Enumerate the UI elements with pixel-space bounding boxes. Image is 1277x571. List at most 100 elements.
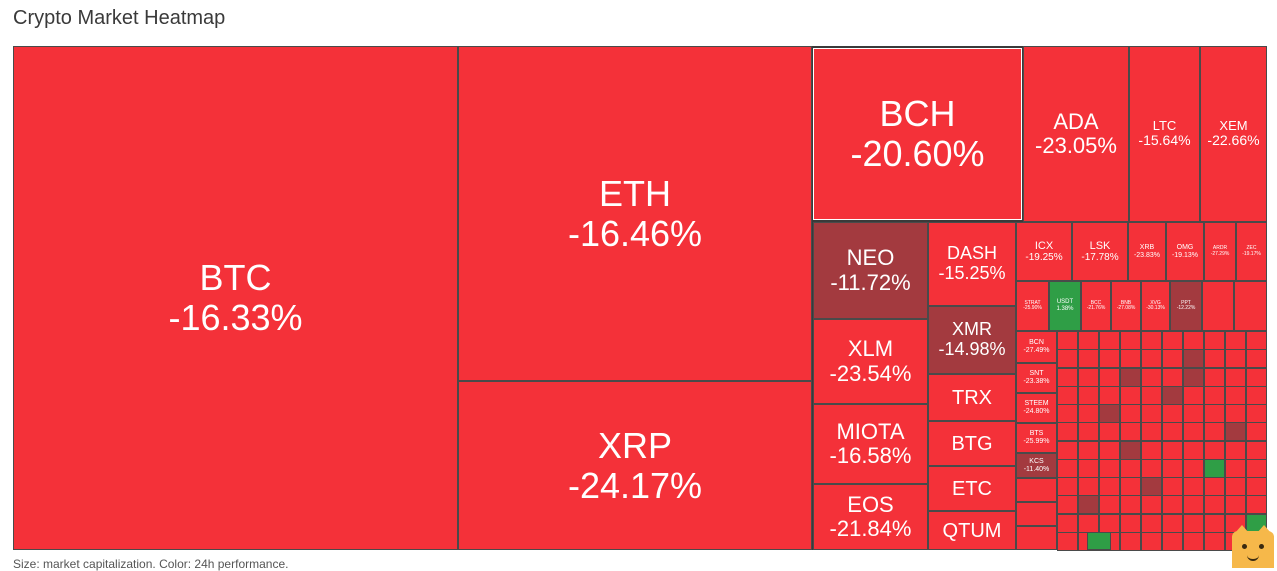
tile-minor-coin[interactable] [1183,495,1204,514]
tile-minor-coin[interactable] [1183,532,1204,551]
tile-minor-coin[interactable] [1057,404,1078,423]
tile-btc[interactable]: BTC -16.33% [13,46,458,550]
tile-minor-coin[interactable] [1141,532,1162,551]
tile-minor-coin[interactable] [1078,368,1099,387]
tile-minor-coin[interactable] [1162,422,1183,441]
tile-minor-coin[interactable] [1225,331,1246,350]
tile-minor-coin[interactable] [1183,441,1204,460]
tile-minor-coin[interactable] [1141,459,1162,478]
tile-miota[interactable]: MIOTA -16.58% [813,404,928,484]
tile-bch[interactable]: BCH -20.60% [813,48,1022,220]
tile-minor-coin[interactable] [1162,441,1183,460]
tile-minor-coin[interactable] [1246,368,1267,387]
tile-minor-coin[interactable] [1120,532,1141,551]
tile-minor-coin[interactable] [1141,477,1162,496]
tile-minor-coin[interactable] [1183,349,1204,368]
tile-xvg[interactable]: XVG -30.13% [1141,281,1170,331]
tile-minor-coin[interactable] [1016,478,1057,502]
tile-minor-coin[interactable] [1141,404,1162,423]
tile-minor-coin[interactable] [1057,514,1078,533]
tile-minor-coin[interactable] [1078,386,1099,405]
tile-minor-coin[interactable] [1099,441,1120,460]
tile-minor-coin[interactable] [1204,368,1225,387]
tile-bnb[interactable]: BNB -27.08% [1111,281,1141,331]
tile-minor-coin[interactable] [1120,386,1141,405]
tile-minor-coin[interactable] [1183,404,1204,423]
tile-minor-coin[interactable] [1141,422,1162,441]
tile-minor-coin[interactable] [1246,404,1267,423]
tile-minor-coin[interactable] [1057,459,1078,478]
tile-minor-coin[interactable] [1183,368,1204,387]
tile-minor-coin[interactable] [1225,495,1246,514]
tile-minor-coin[interactable] [1225,441,1246,460]
tile-minor-coin[interactable] [1120,422,1141,441]
tile-minor-coin[interactable] [1246,331,1267,350]
tile-minor-coin[interactable] [1162,477,1183,496]
tile-minor-coin[interactable] [1099,349,1120,368]
tile-minor-coin[interactable] [1078,331,1099,350]
tile-steem[interactable]: STEEM -24.80% [1016,393,1057,423]
tile-kcs[interactable]: KCS -11.40% [1016,453,1057,478]
tile-minor-coin[interactable] [1183,459,1204,478]
tile-btg[interactable]: BTG [928,421,1016,466]
tile-minor-coin[interactable] [1234,281,1267,331]
tile-minor-coin[interactable] [1225,386,1246,405]
tile-xrb[interactable]: XRB -23.83% [1128,222,1166,281]
tile-xmr[interactable]: XMR -14.98% [928,306,1016,374]
tile-minor-coin[interactable] [1120,368,1141,387]
tile-bts[interactable]: BTS -25.99% [1016,423,1057,453]
tile-xem[interactable]: XEM -22.66% [1200,46,1267,222]
tile-dash[interactable]: DASH -15.25% [928,222,1016,306]
tile-minor-coin[interactable] [1183,477,1204,496]
tile-minor-coin[interactable] [1204,532,1225,551]
tile-minor-coin[interactable] [1057,422,1078,441]
tile-minor-coin[interactable] [1099,495,1120,514]
tile-minor-coin[interactable] [1120,349,1141,368]
tile-minor-coin[interactable] [1099,477,1120,496]
tile-minor-coin[interactable] [1204,404,1225,423]
tile-minor-coin[interactable] [1246,477,1267,496]
tile-minor-coin[interactable] [1162,514,1183,533]
tile-bcc[interactable]: BCC -21.76% [1081,281,1111,331]
tile-minor-coin[interactable] [1141,386,1162,405]
tile-minor-coin[interactable] [1202,281,1234,331]
tile-minor-coin[interactable] [1225,422,1246,441]
tile-minor-coin[interactable] [1204,441,1225,460]
tile-minor-coin[interactable] [1078,422,1099,441]
tile-minor-coin[interactable] [1162,404,1183,423]
tile-ada[interactable]: ADA -23.05% [1023,46,1129,222]
tile-minor-coin[interactable] [1204,495,1225,514]
tile-minor-coin[interactable] [1162,386,1183,405]
tile-usdt[interactable]: USDT 1.38% [1049,281,1081,331]
tile-minor-coin[interactable] [1057,495,1078,514]
tile-minor-coin[interactable] [1078,477,1099,496]
tile-minor-coin[interactable] [1087,532,1111,550]
tile-minor-coin[interactable] [1120,514,1141,533]
tile-minor-coin[interactable] [1078,495,1099,514]
tile-minor-coin[interactable] [1120,331,1141,350]
tile-minor-coin[interactable] [1057,368,1078,387]
tile-minor-coin[interactable] [1246,495,1267,514]
tile-minor-coin[interactable] [1016,526,1057,550]
tile-minor-coin[interactable] [1204,422,1225,441]
tile-minor-coin[interactable] [1204,514,1225,533]
tile-minor-coin[interactable] [1183,514,1204,533]
tile-minor-coin[interactable] [1246,422,1267,441]
tile-minor-coin[interactable] [1183,422,1204,441]
tile-minor-coin[interactable] [1141,441,1162,460]
tile-snt[interactable]: SNT -23.38% [1016,363,1057,393]
tile-trx[interactable]: TRX [928,374,1016,421]
tile-minor-coin[interactable] [1141,495,1162,514]
tile-minor-coin[interactable] [1057,532,1078,551]
tile-minor-coin[interactable] [1120,495,1141,514]
tile-minor-coin[interactable] [1162,349,1183,368]
tile-minor-coin[interactable] [1057,349,1078,368]
tile-minor-coin[interactable] [1162,331,1183,350]
tile-minor-coin[interactable] [1225,404,1246,423]
tile-minor-coin[interactable] [1099,331,1120,350]
tile-zec[interactable]: ZEC -19.17% [1236,222,1267,281]
tile-minor-coin[interactable] [1057,331,1078,350]
tile-minor-coin[interactable] [1246,459,1267,478]
tile-minor-coin[interactable] [1225,368,1246,387]
tile-minor-coin[interactable] [1225,477,1246,496]
